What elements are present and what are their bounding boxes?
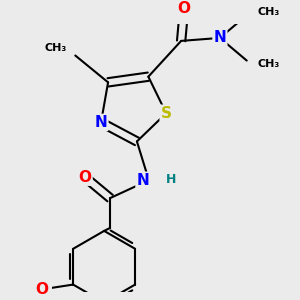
Text: H: H (166, 172, 176, 185)
Text: O: O (178, 1, 190, 16)
Text: O: O (36, 282, 49, 297)
Text: N: N (95, 115, 107, 130)
Text: O: O (79, 170, 92, 185)
Text: N: N (214, 30, 226, 45)
Text: CH₃: CH₃ (44, 43, 66, 52)
Text: CH₃: CH₃ (257, 58, 280, 69)
Text: CH₃: CH₃ (257, 7, 280, 17)
Text: S: S (161, 106, 172, 121)
Text: N: N (136, 173, 149, 188)
